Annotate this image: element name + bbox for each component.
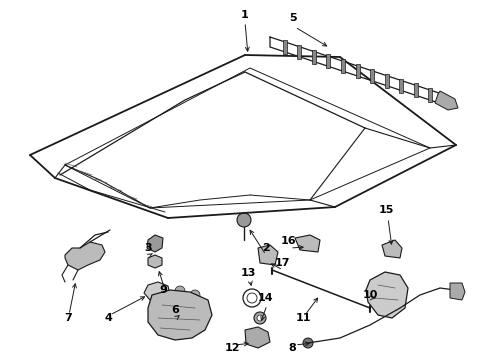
- Polygon shape: [312, 50, 316, 63]
- Text: 6: 6: [171, 305, 179, 315]
- Polygon shape: [370, 69, 374, 83]
- Circle shape: [303, 338, 313, 348]
- Text: 5: 5: [289, 13, 297, 23]
- Text: 3: 3: [144, 243, 152, 253]
- Text: 17: 17: [274, 258, 290, 268]
- Circle shape: [249, 333, 255, 339]
- Circle shape: [259, 333, 265, 339]
- Polygon shape: [148, 255, 162, 268]
- Text: 13: 13: [240, 268, 256, 278]
- Polygon shape: [450, 283, 465, 300]
- Circle shape: [247, 293, 257, 303]
- Polygon shape: [385, 74, 389, 88]
- Polygon shape: [65, 242, 105, 270]
- Text: 4: 4: [104, 313, 112, 323]
- Text: 1: 1: [241, 10, 249, 20]
- Text: 14: 14: [257, 293, 273, 303]
- Polygon shape: [295, 235, 320, 252]
- Circle shape: [237, 213, 251, 227]
- Text: 7: 7: [64, 313, 72, 323]
- Polygon shape: [366, 272, 408, 318]
- Polygon shape: [297, 45, 301, 59]
- Polygon shape: [428, 88, 432, 102]
- Polygon shape: [283, 40, 287, 54]
- Polygon shape: [399, 78, 403, 93]
- Polygon shape: [382, 240, 402, 258]
- Polygon shape: [245, 327, 270, 348]
- Text: 15: 15: [378, 205, 393, 215]
- Circle shape: [243, 289, 261, 307]
- Polygon shape: [341, 59, 345, 73]
- Text: 12: 12: [224, 343, 240, 353]
- Circle shape: [257, 315, 263, 321]
- Text: 9: 9: [159, 285, 167, 295]
- Text: 16: 16: [280, 236, 296, 246]
- Polygon shape: [356, 64, 360, 78]
- Circle shape: [160, 290, 170, 300]
- Polygon shape: [148, 290, 212, 340]
- Polygon shape: [435, 91, 458, 110]
- Text: 8: 8: [288, 343, 296, 353]
- Polygon shape: [144, 282, 170, 302]
- Text: 11: 11: [295, 313, 311, 323]
- Circle shape: [190, 290, 200, 300]
- Circle shape: [151, 258, 159, 266]
- Text: 10: 10: [362, 290, 378, 300]
- Polygon shape: [326, 54, 330, 68]
- Text: 2: 2: [262, 243, 270, 253]
- Polygon shape: [258, 245, 278, 265]
- Circle shape: [254, 312, 266, 324]
- Polygon shape: [414, 83, 418, 97]
- Circle shape: [175, 286, 185, 296]
- Polygon shape: [147, 235, 163, 252]
